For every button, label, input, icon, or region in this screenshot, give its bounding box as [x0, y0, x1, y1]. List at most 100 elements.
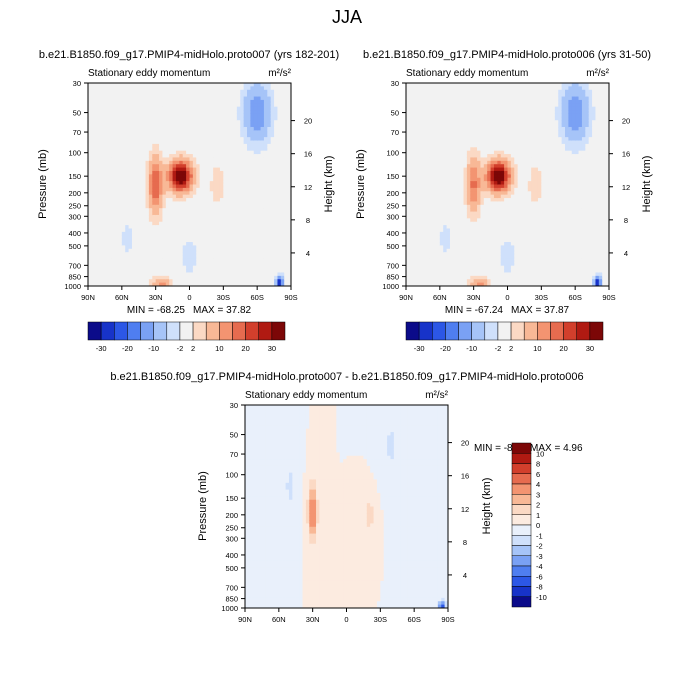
field-cell: [145, 248, 150, 253]
field-cell: [439, 262, 444, 267]
field-cell: [406, 269, 410, 274]
field-cell: [223, 252, 228, 257]
field-cell: [169, 269, 174, 274]
field-cell: [446, 211, 451, 216]
field-cell: [189, 255, 194, 260]
colorbar-swatch: [205, 321, 220, 341]
field-cell: [172, 211, 177, 216]
field-cell: [409, 130, 414, 135]
field-cell: [426, 160, 431, 165]
field-cell: [189, 120, 194, 125]
field-cell: [206, 177, 211, 182]
field-cell: [179, 262, 184, 267]
field-cell: [175, 99, 180, 104]
field-cell: [216, 99, 221, 104]
field-cell: [419, 275, 424, 280]
field-cell: [230, 99, 235, 104]
field-cell: [128, 235, 133, 240]
field-cell: [125, 262, 130, 267]
field-cell: [165, 245, 170, 250]
field-cell: [175, 133, 180, 138]
field-cell: [152, 235, 157, 240]
field-cell: [121, 272, 126, 277]
field-cell: [162, 231, 167, 236]
field-cell: [152, 204, 157, 209]
field-cell: [165, 184, 170, 189]
field-cell: [111, 269, 116, 274]
field-cell: [460, 235, 465, 240]
field-cell: [449, 262, 454, 267]
field-cell: [145, 96, 150, 101]
field-cell: [192, 93, 197, 98]
field-cell: [453, 218, 458, 223]
field-cell: [138, 181, 143, 186]
field-cell: [169, 231, 174, 236]
field-cell: [152, 265, 157, 270]
field-cell: [94, 120, 99, 125]
field-cell: [257, 170, 262, 175]
field-cell: [284, 245, 289, 250]
field-cell: [260, 89, 265, 94]
field-cell: [226, 120, 231, 125]
field-cell: [115, 137, 120, 142]
field-cell: [257, 187, 262, 192]
field-cell: [473, 255, 478, 260]
field-cell: [213, 147, 218, 152]
field-cell: [284, 140, 289, 145]
field-cell: [175, 275, 180, 280]
field-cell: [155, 157, 160, 162]
field-cell: [253, 245, 258, 250]
field-cell: [142, 228, 147, 233]
field-cell: [406, 275, 410, 280]
field-cell: [162, 194, 167, 199]
field-cell: [406, 177, 410, 182]
field-cell: [473, 140, 478, 145]
field-cell: [162, 242, 167, 246]
field-cell: [104, 110, 109, 115]
field-cell: [456, 170, 461, 175]
field-cell: [446, 177, 451, 182]
field-cell: [439, 106, 444, 111]
field-cell: [88, 150, 92, 155]
field-cell: [443, 191, 448, 196]
field-cell: [206, 137, 211, 142]
field-cell: [101, 245, 106, 250]
field-cell: [118, 225, 123, 230]
field-cell: [226, 174, 231, 179]
field-cell: [209, 174, 214, 179]
field-cell: [131, 208, 136, 213]
field-cell: [91, 214, 96, 219]
field-cell: [135, 83, 140, 87]
field-cell: [131, 130, 136, 135]
field-cell: [159, 269, 164, 274]
field-cell: [91, 279, 96, 284]
field-cell: [189, 211, 194, 216]
field-cell: [213, 157, 218, 162]
field-cell: [172, 198, 177, 203]
panel-1-max-label: MAX = 37.82: [193, 305, 252, 316]
field-cell: [131, 150, 136, 155]
field-cell: [453, 191, 458, 196]
field-cell: [169, 120, 174, 125]
field-cell: [209, 113, 214, 118]
field-cell: [284, 103, 289, 108]
field-cell: [196, 201, 201, 206]
field-cell: [223, 143, 228, 148]
field-cell: [247, 194, 251, 199]
field-cell: [230, 221, 235, 226]
field-cell: [91, 245, 96, 250]
field-cell: [186, 225, 191, 230]
field-cell: [473, 83, 478, 87]
field-cell: [155, 221, 160, 226]
field-cell: [280, 228, 285, 233]
field-cell: [199, 164, 204, 169]
field-cell: [138, 177, 143, 182]
field-cell: [253, 214, 258, 219]
field-cell: [416, 157, 421, 162]
field-cell: [470, 157, 475, 162]
field-cell: [206, 235, 211, 240]
field-cell: [223, 126, 228, 131]
field-cell: [165, 143, 170, 148]
field-cell: [280, 225, 285, 230]
field-cell: [236, 130, 241, 135]
